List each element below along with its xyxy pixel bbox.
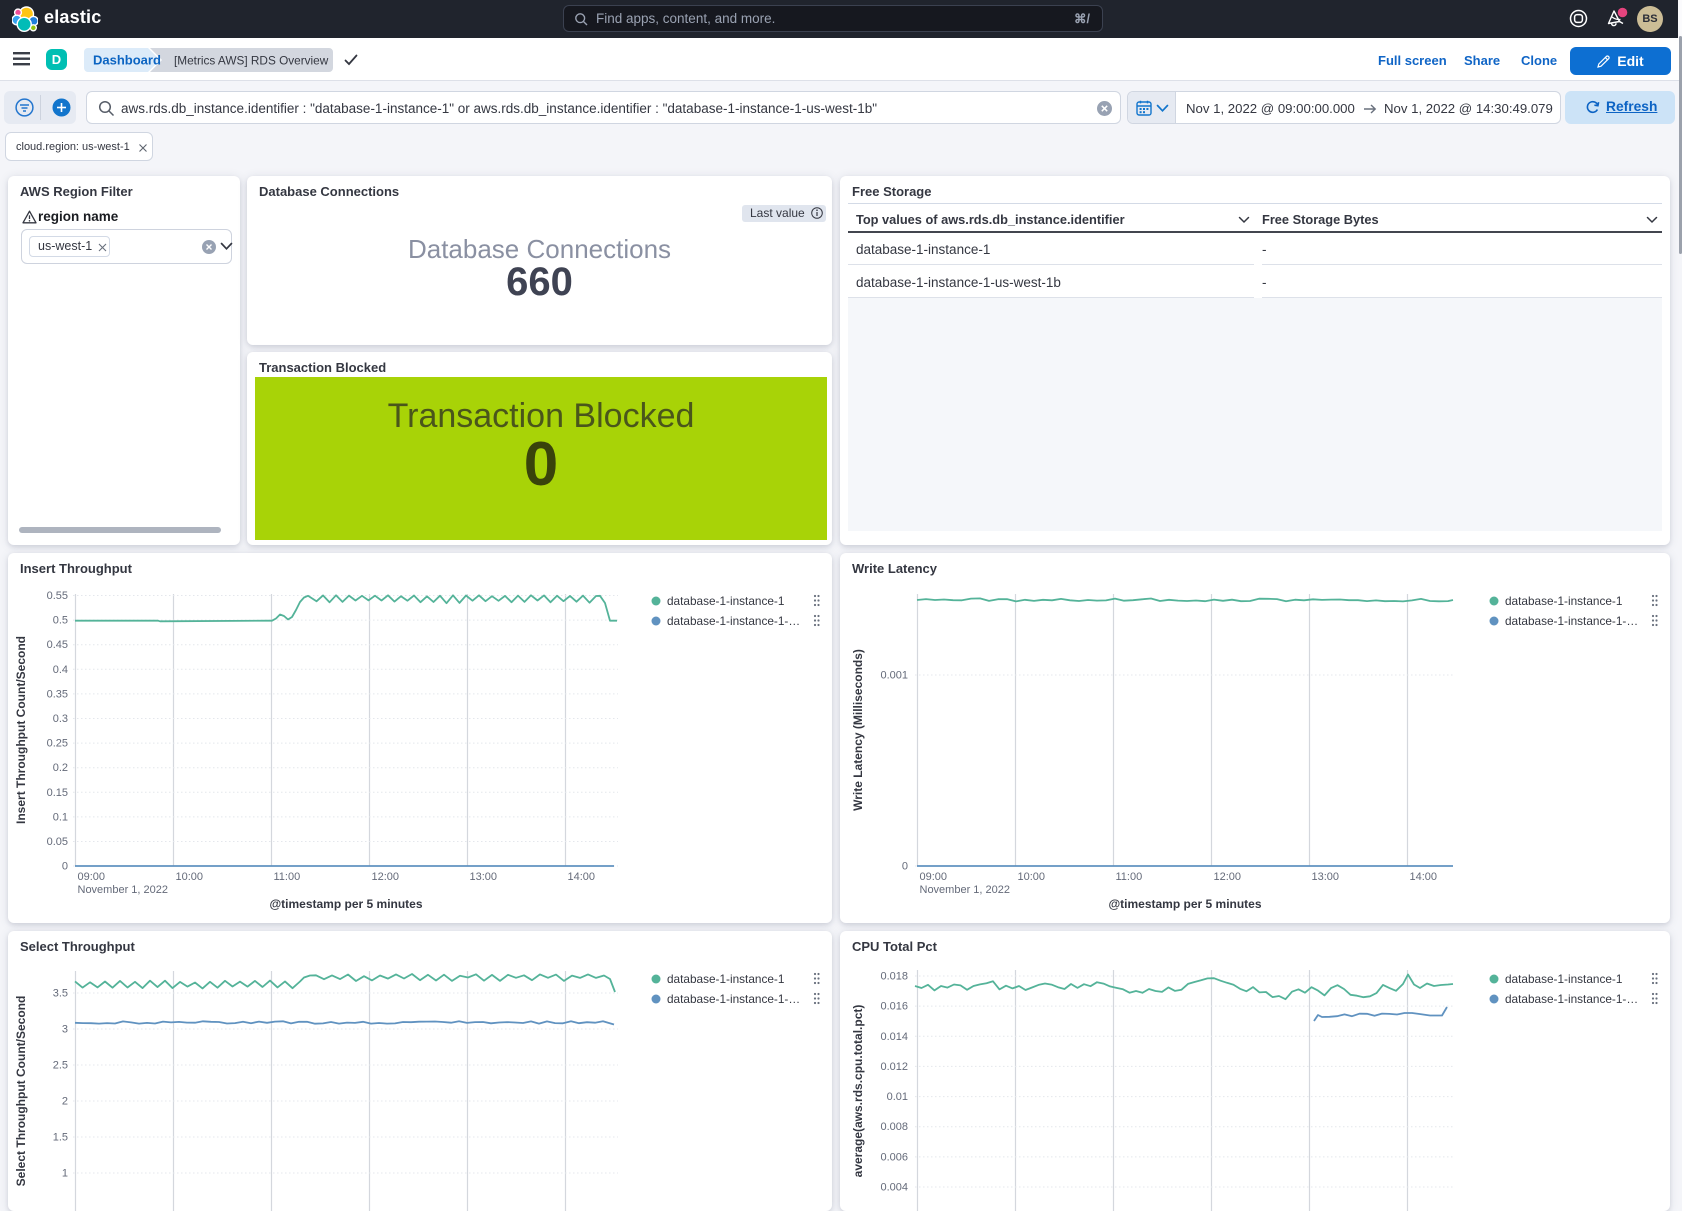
svg-text:11:00: 11:00 <box>274 871 301 883</box>
svg-text:Write Latency (Milliseconds): Write Latency (Milliseconds) <box>851 649 865 811</box>
svg-text:10:00: 10:00 <box>176 871 204 883</box>
svg-text:@timestamp per 5 minutes: @timestamp per 5 minutes <box>269 897 422 911</box>
svg-text:0.1: 0.1 <box>53 811 68 823</box>
svg-text:0.5: 0.5 <box>53 615 68 627</box>
svg-text:database-1-instance-1: database-1-instance-1 <box>667 594 784 608</box>
svg-text:November 1, 2022: November 1, 2022 <box>78 884 169 896</box>
svg-text:Select Throughput Count/Second: Select Throughput Count/Second <box>14 996 28 1187</box>
svg-text:database-1-instance-1: database-1-instance-1 <box>1505 972 1622 986</box>
svg-text:0.15: 0.15 <box>47 787 68 799</box>
svg-text:0.004: 0.004 <box>880 1182 908 1194</box>
svg-text:1.5: 1.5 <box>53 1132 68 1144</box>
svg-text:11:00: 11:00 <box>1116 871 1143 883</box>
svg-text:13:00: 13:00 <box>1312 871 1340 883</box>
svg-text:0.001: 0.001 <box>880 670 908 682</box>
svg-text:average(aws.rds.cpu.total.pct): average(aws.rds.cpu.total.pct) <box>851 1005 865 1178</box>
svg-text:0.05: 0.05 <box>47 836 68 848</box>
svg-text:3.5: 3.5 <box>53 988 68 1000</box>
svg-text:0.018: 0.018 <box>880 971 908 983</box>
svg-text:12:00: 12:00 <box>372 871 400 883</box>
svg-text:1: 1 <box>62 1168 68 1180</box>
svg-text:database-1-instance-1: database-1-instance-1 <box>1505 594 1622 608</box>
svg-text:database-1-instance-1-…: database-1-instance-1-… <box>667 992 800 1006</box>
svg-text:2.5: 2.5 <box>53 1060 68 1072</box>
svg-text:database-1-instance-1: database-1-instance-1 <box>667 972 784 986</box>
svg-text:13:00: 13:00 <box>470 871 498 883</box>
svg-text:November 1, 2022: November 1, 2022 <box>920 884 1011 896</box>
svg-text:0.25: 0.25 <box>47 738 68 750</box>
svg-text:@timestamp per 5 minutes: @timestamp per 5 minutes <box>1108 897 1261 911</box>
svg-text:0: 0 <box>62 861 68 873</box>
svg-text:0.45: 0.45 <box>47 639 68 651</box>
svg-text:0.006: 0.006 <box>880 1151 908 1163</box>
svg-text:database-1-instance-1-…: database-1-instance-1-… <box>1505 992 1638 1006</box>
svg-text:0.012: 0.012 <box>880 1061 908 1073</box>
svg-text:0.35: 0.35 <box>47 688 68 700</box>
svg-text:0.4: 0.4 <box>53 664 68 676</box>
svg-text:10:00: 10:00 <box>1018 871 1046 883</box>
svg-text:Dashboard: Dashboard <box>93 53 161 68</box>
svg-text:0.2: 0.2 <box>53 762 68 774</box>
svg-text:09:00: 09:00 <box>78 871 106 883</box>
svg-text:0.3: 0.3 <box>53 713 68 725</box>
svg-text:0.55: 0.55 <box>47 590 68 602</box>
svg-text:Insert Throughput Count/Second: Insert Throughput Count/Second <box>14 636 28 824</box>
svg-text:0.016: 0.016 <box>880 1001 908 1013</box>
svg-text:[Metrics AWS] RDS Overview: [Metrics AWS] RDS Overview <box>174 54 329 68</box>
svg-text:3: 3 <box>62 1024 68 1036</box>
svg-text:0.014: 0.014 <box>880 1031 908 1043</box>
svg-text:database-1-instance-1-…: database-1-instance-1-… <box>667 614 800 628</box>
svg-text:database-1-instance-1-…: database-1-instance-1-… <box>1505 614 1638 628</box>
svg-text:09:00: 09:00 <box>920 871 948 883</box>
svg-text:0.008: 0.008 <box>880 1121 908 1133</box>
svg-text:2: 2 <box>62 1096 68 1108</box>
svg-text:0.01: 0.01 <box>887 1091 908 1103</box>
svg-text:14:00: 14:00 <box>1410 871 1438 883</box>
svg-text:0: 0 <box>902 861 908 873</box>
svg-text:14:00: 14:00 <box>568 871 596 883</box>
svg-text:12:00: 12:00 <box>1214 871 1242 883</box>
